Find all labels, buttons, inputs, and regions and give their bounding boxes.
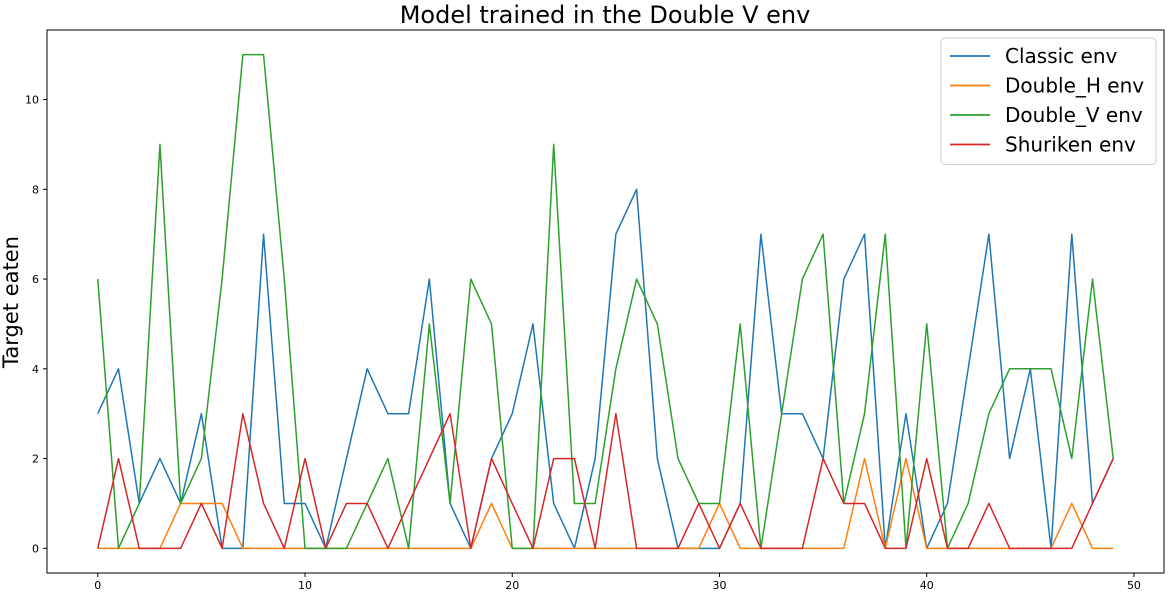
legend-label: Shuriken env: [1005, 133, 1136, 157]
series-line-double-h-env: [97, 457, 1114, 550]
chart-title: Model trained in the Double V env: [400, 1, 811, 29]
plot-frame: [46, 29, 1165, 574]
x-tick-label: 50: [1127, 579, 1141, 592]
y-axis-label: Target eaten: [0, 236, 23, 369]
x-tick-label: 0: [94, 579, 101, 592]
legend-label: Double_V env: [1005, 103, 1143, 127]
x-tick-label: 10: [298, 579, 312, 592]
x-tick-label: 20: [505, 579, 519, 592]
y-tick-label: 0: [32, 542, 39, 555]
x-tick-label: 40: [920, 579, 934, 592]
legend: Classic env Double_H env Double_V env Shuri…: [940, 37, 1157, 165]
plot-lines: [97, 53, 1114, 550]
legend-box: [940, 37, 1157, 165]
series-line-shuriken-env: [97, 412, 1114, 550]
series-line-classic-env: [97, 188, 1114, 550]
legend-label: Classic env: [1005, 44, 1118, 68]
x-tick-label: 30: [712, 579, 726, 592]
y-tick-label: 8: [32, 183, 39, 196]
axes: 0 10 20 30 40 50 0 2 4 6 8 10: [25, 29, 1165, 592]
y-tick-label: 2: [32, 453, 39, 466]
y-tick-label: 6: [32, 273, 39, 286]
y-tick-label: 10: [25, 94, 39, 107]
series-line-double-v-env: [97, 53, 1114, 550]
y-tick-label: 4: [32, 363, 39, 376]
legend-label: Double_H env: [1005, 74, 1144, 98]
